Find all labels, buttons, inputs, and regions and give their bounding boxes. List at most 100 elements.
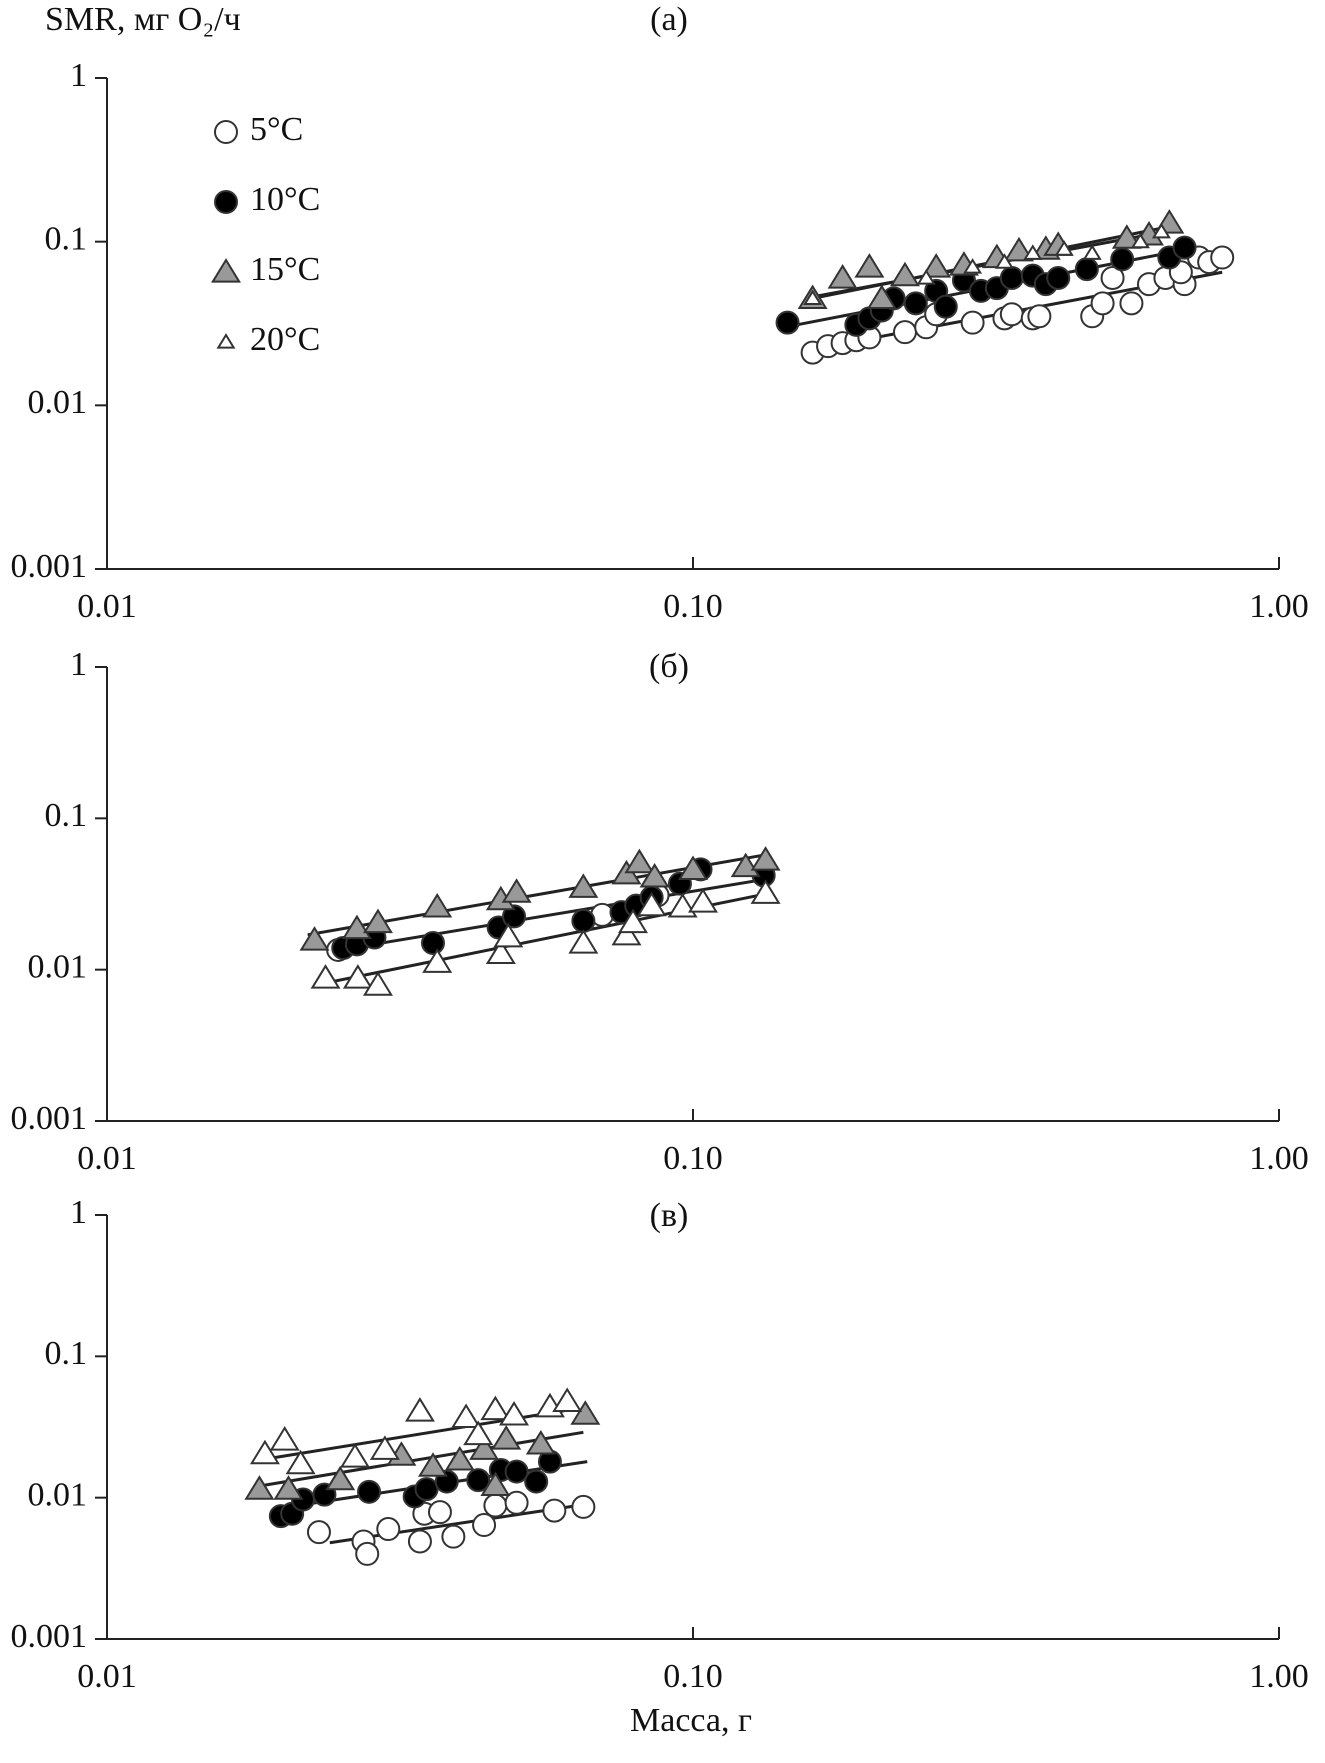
point — [687, 888, 718, 913]
point — [493, 922, 524, 948]
point — [340, 1443, 371, 1468]
point — [1027, 304, 1052, 329]
point — [407, 1529, 432, 1554]
y-tick-label: 0.1 — [45, 1335, 88, 1372]
y-tick-label: 0.001 — [11, 548, 88, 585]
legend-marker — [214, 120, 238, 144]
legend-marker — [211, 258, 241, 283]
panel-title: (а) — [650, 1, 688, 38]
fit-line — [256, 1430, 584, 1488]
point — [524, 1469, 549, 1494]
point — [480, 1395, 511, 1421]
point — [451, 1403, 482, 1428]
x-axis-label: Масса, г — [630, 1702, 752, 1739]
point — [775, 310, 800, 335]
point — [866, 284, 897, 310]
point — [636, 891, 667, 917]
point — [444, 1445, 475, 1471]
point — [422, 892, 453, 918]
point — [1111, 224, 1142, 249]
point — [1054, 240, 1074, 256]
point — [889, 261, 920, 287]
point — [369, 1435, 400, 1460]
x-tick-label: 1.00 — [1249, 588, 1309, 625]
point — [501, 878, 532, 903]
point — [624, 848, 655, 874]
x-tick-label: 0.10 — [663, 1658, 723, 1695]
y-tick-label: 0.1 — [45, 797, 88, 834]
point — [570, 1400, 601, 1425]
point — [618, 908, 648, 934]
point — [525, 1430, 556, 1455]
legend-label: 10°C — [250, 181, 320, 218]
point — [420, 931, 445, 956]
point — [1172, 235, 1197, 260]
point — [903, 291, 928, 316]
legend-label: 5°C — [250, 111, 303, 148]
y-tick-label: 1 — [70, 57, 87, 94]
y-tick-label: 0.01 — [28, 948, 88, 985]
point — [1090, 291, 1115, 316]
point — [1023, 244, 1043, 260]
point — [463, 1420, 494, 1446]
point — [269, 1426, 300, 1451]
point — [750, 846, 781, 871]
y-tick-label: 1 — [70, 1194, 87, 1231]
x-tick-label: 0.10 — [663, 1140, 723, 1177]
point — [611, 920, 642, 946]
point — [892, 320, 917, 345]
point — [963, 258, 983, 274]
point — [827, 264, 858, 289]
point — [568, 929, 599, 954]
point — [1130, 232, 1150, 249]
point — [1119, 291, 1144, 316]
point — [1210, 245, 1235, 270]
point — [999, 302, 1024, 327]
x-tick-label: 1.00 — [1249, 1658, 1309, 1695]
legend-label: 20°C — [250, 321, 320, 358]
point — [491, 1425, 522, 1450]
x-tick-label: 0.01 — [77, 1658, 137, 1695]
point — [999, 265, 1024, 290]
point — [404, 1397, 435, 1422]
point — [504, 1459, 529, 1484]
point — [422, 948, 453, 973]
point — [854, 253, 885, 278]
y-tick-label: 0.01 — [28, 384, 88, 421]
point — [1074, 257, 1099, 282]
point — [1004, 236, 1034, 262]
point — [1046, 265, 1071, 290]
point — [667, 892, 698, 918]
point — [1151, 222, 1171, 239]
y-tick-label: 1 — [70, 646, 87, 683]
point — [299, 926, 330, 951]
point — [376, 1517, 401, 1542]
point — [285, 1449, 316, 1475]
point — [427, 1500, 452, 1525]
point — [571, 1494, 596, 1519]
point — [933, 294, 958, 319]
point — [342, 964, 373, 989]
point — [418, 1452, 448, 1477]
x-tick-label: 0.01 — [77, 588, 137, 625]
point — [1082, 244, 1102, 260]
point — [730, 852, 761, 878]
point — [469, 1435, 500, 1460]
panel-title: (в) — [650, 1197, 689, 1234]
point — [921, 253, 952, 278]
point — [639, 863, 670, 888]
legend-marker — [214, 190, 238, 214]
point — [273, 1475, 304, 1500]
point — [750, 879, 781, 904]
point — [306, 1520, 331, 1545]
point — [414, 1477, 439, 1502]
y-axis-label: SMR, мг O₂/ч — [45, 1, 241, 38]
x-tick-label: 1.00 — [1249, 1140, 1309, 1177]
legend-marker — [216, 333, 236, 349]
y-tick-label: 0.001 — [11, 1618, 88, 1655]
point — [1100, 265, 1125, 290]
point — [678, 855, 708, 880]
point — [542, 1498, 567, 1523]
y-tick-label: 0.1 — [45, 220, 88, 257]
point — [916, 269, 936, 285]
